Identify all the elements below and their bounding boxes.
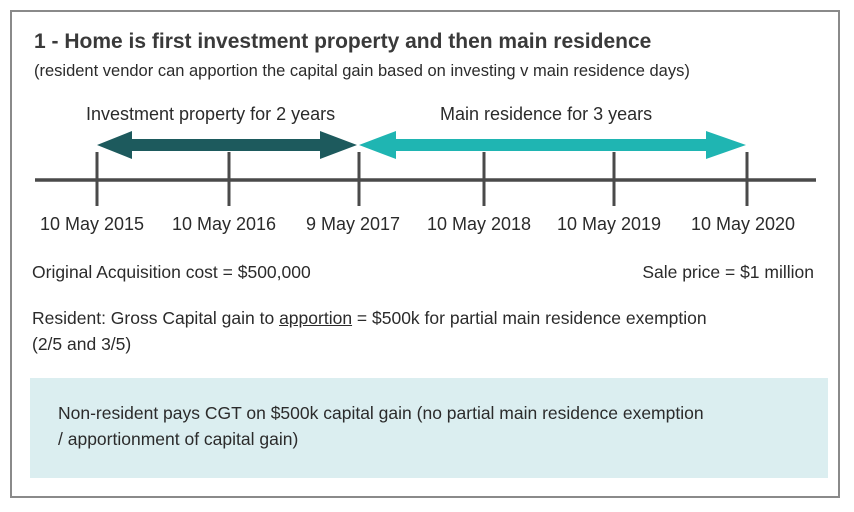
investment-period-arrow — [97, 131, 357, 159]
investment-period-label: Investment property for 2 years — [86, 104, 336, 124]
resident-note-suffix: = $500k for partial main residence exemp… — [352, 308, 707, 328]
resident-note: Resident: Gross Capital gain to apportio… — [32, 308, 707, 329]
diagram-subtitle: (resident vendor can apportion the capit… — [34, 62, 690, 80]
timeline-date-label: 10 May 2016 — [172, 214, 277, 234]
sale-price: Sale price = $1 million — [642, 262, 814, 282]
timeline-date-label: 10 May 2015 — [40, 214, 145, 234]
diagram-title: 1 - Home is first investment property an… — [34, 30, 652, 53]
timeline-date-label: 10 May 2018 — [427, 214, 532, 234]
nonresident-note-line: Non-resident pays CGT on $500k capital g… — [58, 403, 704, 423]
timeline-date-label: 10 May 2019 — [557, 214, 662, 234]
nonresident-note-box: Non-resident pays CGT on $500k capital g… — [30, 378, 828, 478]
resident-note-ratio: (2/5 and 3/5) — [32, 334, 132, 354]
residence-period-label: Main residence for 3 years — [440, 104, 653, 124]
apportion-term: apportion — [279, 308, 353, 328]
nonresident-note-line: / apportionment of capital gain) — [58, 429, 299, 449]
residence-period-arrow — [359, 131, 746, 159]
timeline-date-label: 9 May 2017 — [306, 214, 401, 234]
timeline-date-label: 10 May 2020 — [691, 214, 796, 234]
acquisition-cost: Original Acquisition cost = $500,000 — [32, 262, 311, 282]
resident-note-prefix: Resident: Gross Capital gain to — [32, 308, 280, 328]
